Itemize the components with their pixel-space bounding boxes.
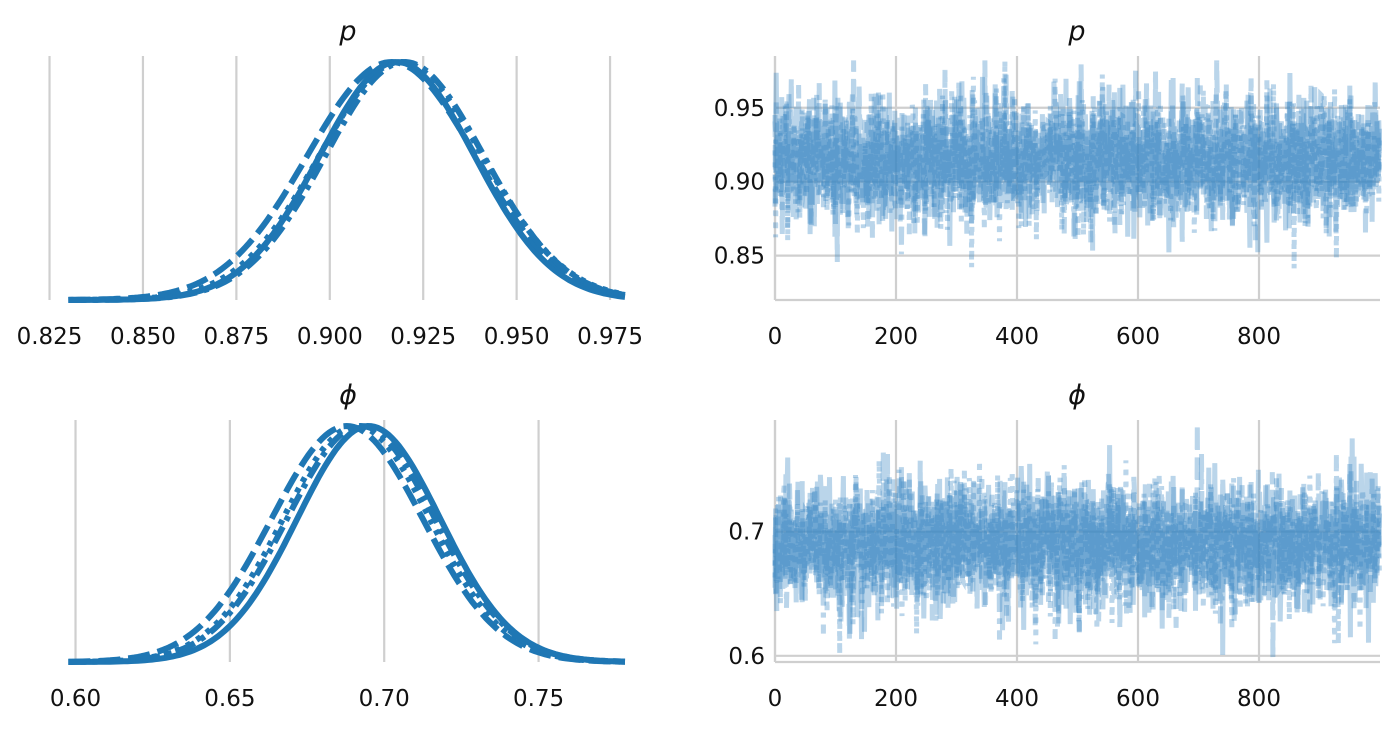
- density-curve-solid: [68, 59, 626, 303]
- chart-title: ϕ: [339, 380, 357, 411]
- x-tick-labels: 0.60 0.65 0.70 0.75: [50, 686, 564, 712]
- trace-line-dashed: [772, 60, 1382, 263]
- x-tick-label: 0.70: [359, 686, 410, 712]
- x-tick-label: 0.65: [204, 686, 255, 712]
- grid-lines: [74, 420, 540, 662]
- trace-line-dashed: [772, 423, 1382, 640]
- density-curve-dotted: [68, 422, 626, 665]
- trace-line-dotted: [772, 60, 1382, 269]
- x-tick-label: 800: [1237, 324, 1281, 350]
- density-curve-dashed: [68, 58, 626, 303]
- density-curve-solid: [68, 422, 626, 665]
- density-curve-dashdot: [68, 58, 626, 303]
- y-tick-label: 0.95: [714, 96, 765, 122]
- trace-line-dashdot: [772, 453, 1382, 659]
- x-tick-label: 600: [1116, 324, 1160, 350]
- trace-lines: [772, 60, 1382, 269]
- panel-trace-phi: ϕ 0 200 400 600 800 0.6 0.7: [728, 380, 1382, 712]
- y-tick-label: 0.7: [728, 520, 765, 546]
- grid-lines: [48, 56, 612, 300]
- density-curve-dashdot: [68, 422, 626, 665]
- y-tick-label: 0.90: [714, 170, 765, 196]
- x-tick-label: 0.950: [484, 324, 550, 350]
- panel-density-phi: ϕ 0.60 0.65 0.70 0.75: [50, 380, 626, 712]
- x-tick-label: 0.875: [203, 324, 269, 350]
- trace-line-solid: [772, 72, 1382, 253]
- trace-line-solid: [772, 438, 1382, 656]
- density-curve-dashed: [68, 422, 625, 665]
- x-tick-label: 200: [874, 324, 918, 350]
- x-tick-label: 400: [995, 686, 1039, 712]
- panel-density-p: p 0.825 0.850 0.875 0.900 0.925 0.950 0.975: [17, 16, 643, 350]
- x-tick-label: 0.975: [577, 324, 643, 350]
- x-tick-labels: 0.825 0.850 0.875 0.900 0.925 0.950 0.975: [17, 324, 643, 350]
- x-tick-label: 0.60: [50, 686, 101, 712]
- grid-lines: [773, 420, 1380, 664]
- trace-line-dotted: [772, 460, 1382, 655]
- density-curves: [68, 58, 626, 303]
- x-tick-label: 600: [1116, 686, 1160, 712]
- grid-lines: [773, 56, 1380, 302]
- x-tick-label: 800: [1237, 686, 1281, 712]
- x-tick-label: 0.75: [513, 686, 564, 712]
- tick-labels: 0 200 400 600 800 0.85 0.90 0.95: [714, 96, 1281, 350]
- density-curves: [68, 422, 626, 665]
- y-tick-label: 0.6: [728, 644, 765, 670]
- chart-title: ϕ: [1068, 380, 1086, 411]
- x-tick-label: 0: [768, 686, 783, 712]
- y-tick-label: 0.85: [714, 244, 765, 270]
- tick-labels: 0 200 400 600 800 0.6 0.7: [728, 520, 1281, 712]
- x-tick-label: 0.850: [110, 324, 176, 350]
- x-tick-label: 0.900: [297, 324, 363, 350]
- x-tick-label: 0: [768, 324, 783, 350]
- chart-title: p: [1067, 16, 1085, 47]
- trace-lines: [772, 423, 1382, 659]
- x-tick-label: 400: [995, 324, 1039, 350]
- chart-title: p: [338, 16, 356, 47]
- trace-line-dashdot: [772, 67, 1382, 255]
- panel-trace-p: p 0 200 400 600 800 0.85 0.90 0.95: [714, 16, 1382, 350]
- x-tick-label: 200: [874, 686, 918, 712]
- x-tick-label: 0.825: [17, 324, 83, 350]
- x-tick-label: 0.925: [390, 324, 456, 350]
